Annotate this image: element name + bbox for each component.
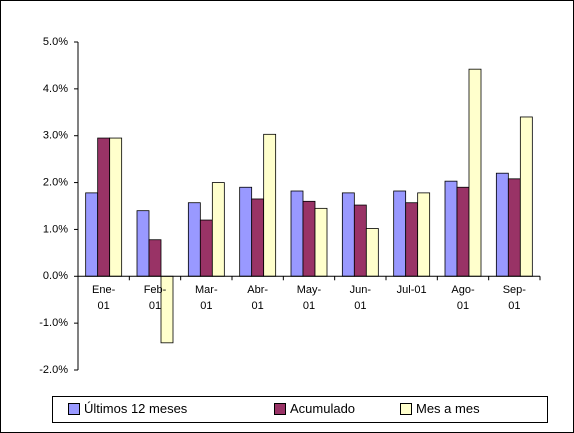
bar [239, 186, 253, 277]
legend-item: Mes a mes [400, 401, 480, 417]
bar [519, 116, 533, 277]
x-tick-label: Jul-01 [396, 284, 427, 297]
legend-label: Acumulado [290, 401, 356, 416]
bar [187, 202, 201, 277]
y-tick-label: 1.0% [43, 223, 68, 235]
bar [353, 204, 367, 277]
bar [211, 182, 225, 277]
x-tick-label: Ago-01 [451, 284, 475, 313]
bar [507, 178, 521, 277]
bar [199, 219, 213, 277]
y-tick-label: 0.0% [43, 270, 68, 282]
legend-box [52, 396, 548, 423]
bar [109, 137, 123, 277]
legend-label: Últimos 12 meses [84, 401, 188, 416]
legend-item: Acumulado [274, 401, 355, 417]
x-tick-label: Abr-01 [247, 284, 269, 313]
bar [405, 202, 419, 277]
bar [495, 172, 509, 277]
legend-item: Últimos 12 meses [68, 401, 187, 417]
x-tick-label: Sep-01 [502, 284, 526, 313]
legend-swatch [68, 403, 80, 415]
bar [85, 192, 99, 277]
bar [97, 137, 111, 277]
bar [263, 133, 277, 277]
y-tick-label: -1.0% [39, 317, 68, 329]
x-tick-label: Jun-01 [349, 284, 372, 313]
bar [456, 186, 470, 277]
bar [365, 228, 379, 277]
legend-swatch [400, 403, 412, 415]
y-tick-label: 3.0% [43, 130, 68, 142]
x-tick-label: Ene-01 [92, 284, 116, 313]
x-tick-label: Mar-01 [195, 284, 218, 313]
bar [148, 239, 162, 277]
y-tick-label: 4.0% [43, 83, 68, 95]
y-tick-label: 5.0% [43, 36, 68, 48]
bar [393, 190, 407, 277]
bar [302, 200, 316, 277]
bar [468, 68, 482, 277]
bar [136, 210, 150, 277]
bar [290, 190, 304, 277]
legend-label: Mes a mes [416, 401, 480, 416]
legend-swatch [274, 403, 286, 415]
bar [444, 180, 458, 277]
bar [417, 192, 431, 277]
bar [251, 198, 265, 277]
y-tick-label: 2.0% [43, 176, 68, 188]
bar [341, 192, 355, 277]
bar [314, 207, 328, 277]
x-tick-label: Feb-01 [143, 284, 167, 313]
x-tick-label: May-01 [296, 284, 322, 313]
y-tick-label: -2.0% [39, 364, 68, 376]
